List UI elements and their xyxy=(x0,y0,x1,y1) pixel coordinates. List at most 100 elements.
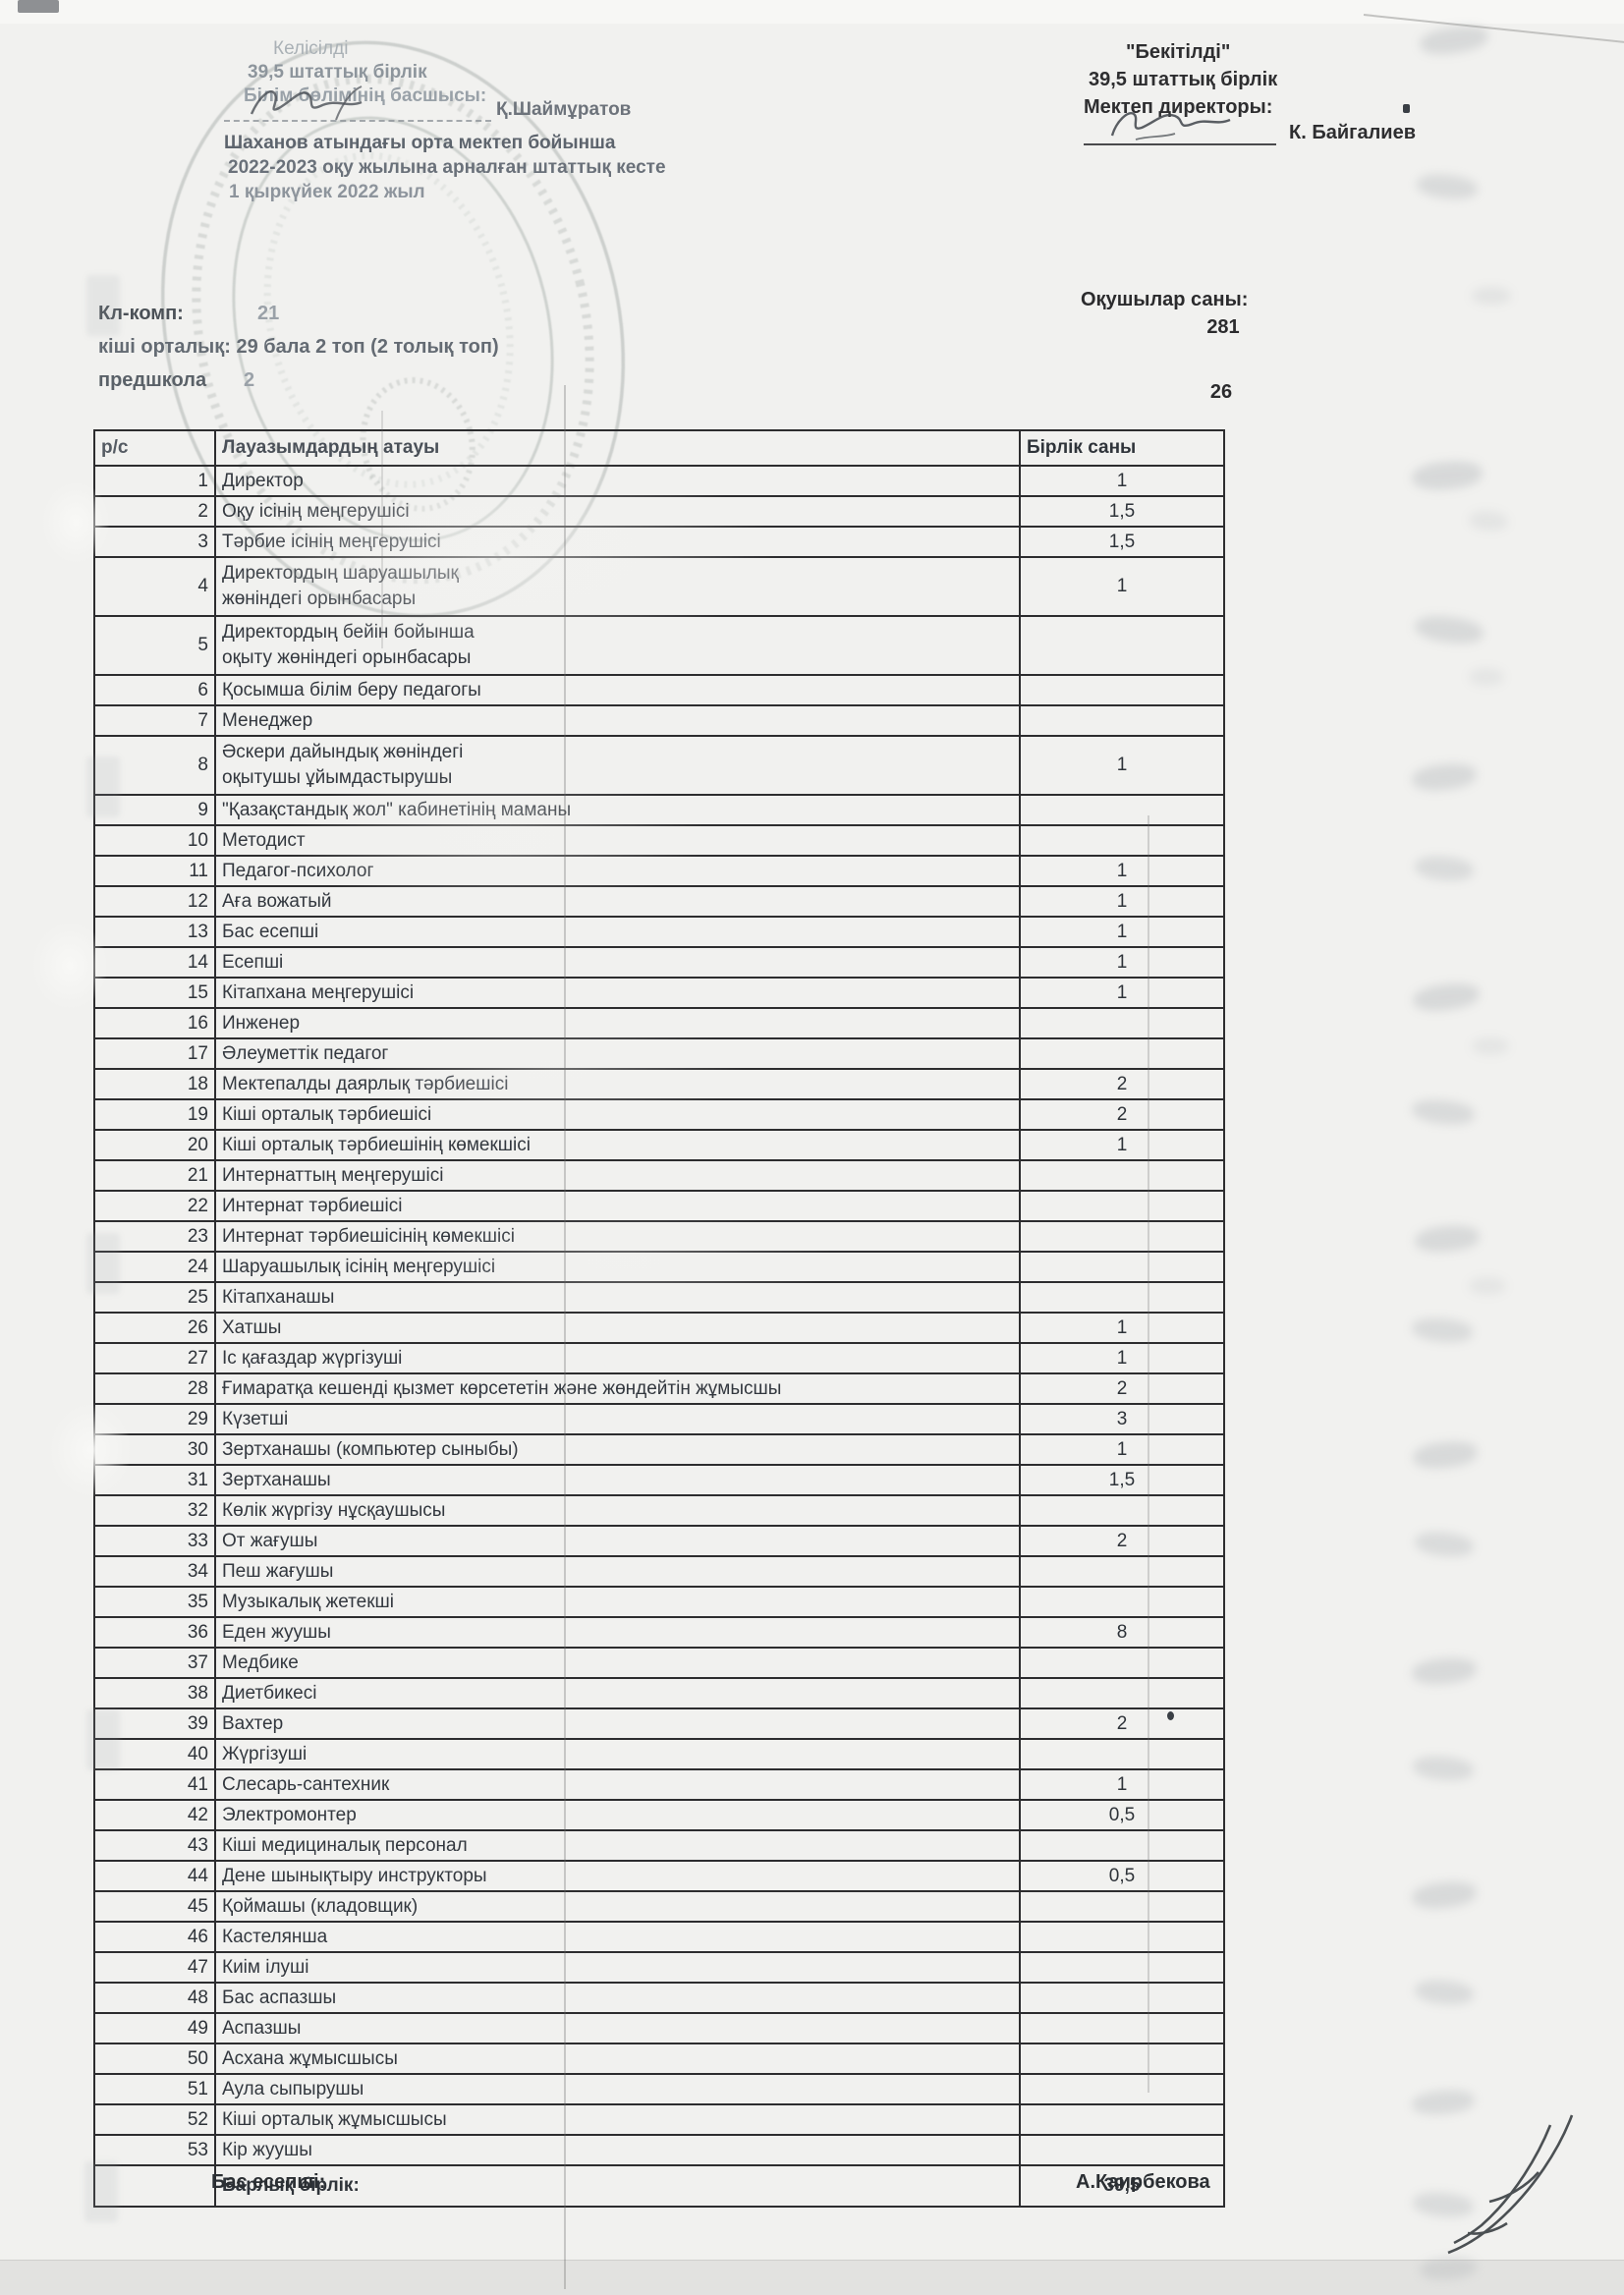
units-count xyxy=(1019,1007,1225,1039)
row-number: 4 xyxy=(93,556,216,617)
scan-bottom-edge xyxy=(0,2260,1624,2295)
units-count xyxy=(1019,1494,1225,1527)
table-row: 29 Күзетші 3 xyxy=(93,1403,1225,1435)
table-row: 14 Есепші 1 xyxy=(93,946,1225,979)
position-name: Интернаттың меңгерушісі xyxy=(214,1159,1021,1192)
units-count xyxy=(1019,1037,1225,1070)
position-name: Бас аспазшы xyxy=(214,1982,1021,2014)
row-number: 36 xyxy=(93,1616,216,1649)
position-name: Инженер xyxy=(214,1007,1021,1039)
units-count xyxy=(1019,1982,1225,2014)
row-number: 23 xyxy=(93,1220,216,1253)
position-name: Қоймашы (кладовщик) xyxy=(214,1890,1021,1923)
scan-margin-mark xyxy=(86,756,120,817)
position-name: Есепші xyxy=(214,946,1021,979)
signature-scribble-bottom xyxy=(1447,2114,1574,2255)
position-name: "Қазақстандық жол" кабинетінің маманы xyxy=(214,794,1021,826)
table-row: 25 Кітапханашы xyxy=(93,1281,1225,1314)
row-number: 45 xyxy=(93,1890,216,1923)
row-number: 6 xyxy=(93,674,216,706)
units-count xyxy=(1019,2134,1225,2166)
students-count-value: 281 xyxy=(1206,316,1240,338)
units-count xyxy=(1019,1738,1225,1770)
row-number: 1 xyxy=(93,465,216,497)
approved-units: 39,5 штаттық бірлік xyxy=(1089,69,1278,90)
document-title-line3: 1 қыркүйек 2022 жыл xyxy=(229,182,425,202)
staffing-table: р/с Лауазымдардың атауы Бірлік саны 1 Ди… xyxy=(93,429,1225,2208)
units-count xyxy=(1019,704,1225,737)
position-name: Кіші орталық жұмысшысы xyxy=(214,2103,1021,2136)
scan-smudge xyxy=(1414,854,1475,883)
ink-speck xyxy=(1403,104,1410,113)
table-row: 41 Слесарь-сантехник 1 xyxy=(93,1768,1225,1801)
row-number: 13 xyxy=(93,916,216,948)
table-row: 53 Кір жуушы xyxy=(93,2134,1225,2166)
position-name: Кір жуушы xyxy=(214,2134,1021,2166)
position-name: Бас есепші xyxy=(214,916,1021,948)
col-header-units: Бірлік саны xyxy=(1019,429,1225,467)
ink-speck xyxy=(1167,1711,1174,1720)
agreed-units: 39,5 штаттық бірлік xyxy=(248,62,427,83)
table-row: 43 Кіші медициналық персонал xyxy=(93,1829,1225,1862)
table-row: 48 Бас аспазшы xyxy=(93,1982,1225,2014)
position-name: Тәрбие ісінің меңгерушісі xyxy=(214,526,1021,558)
units-count: 0,5 xyxy=(1019,1799,1225,1831)
row-number: 38 xyxy=(93,1677,216,1709)
scan-margin-mark xyxy=(86,1709,120,1770)
row-number: 16 xyxy=(93,1007,216,1039)
row-number: 48 xyxy=(93,1982,216,2014)
table-row: 36 Еден жуушы 8 xyxy=(93,1616,1225,1649)
position-name: Директордың шаруашылық жөніндегі орынбас… xyxy=(214,556,1021,617)
units-count xyxy=(1019,1220,1225,1253)
units-count xyxy=(1019,1921,1225,1953)
units-count: 1 xyxy=(1019,946,1225,979)
position-name: Кіші орталық тәрбиешісі xyxy=(214,1098,1021,1131)
position-name: Аға вожатый xyxy=(214,885,1021,918)
table-row: 16 Инженер xyxy=(93,1007,1225,1039)
units-count: 2 xyxy=(1019,1707,1225,1740)
row-number: 2 xyxy=(93,495,216,528)
position-name: Интернат тәрбиешісінің көмекшісі xyxy=(214,1220,1021,1253)
table-row: 26 Хатшы 1 xyxy=(93,1312,1225,1344)
table-row: 49 Аспазшы xyxy=(93,2012,1225,2044)
table-row: 1 Директор 1 xyxy=(93,465,1225,497)
scan-smudge xyxy=(1418,23,1490,58)
preschool-value: 2 xyxy=(244,369,255,391)
position-name: Кастелянша xyxy=(214,1921,1021,1953)
table-row: 37 Медбике xyxy=(93,1647,1225,1679)
position-name: Аула сыпырушы xyxy=(214,2073,1021,2105)
units-count: 2 xyxy=(1019,1525,1225,1557)
position-name: Көлік жүргізу нұсқаушысы xyxy=(214,1494,1021,1527)
table-row: 23 Интернат тәрбиешісінің көмекшісі xyxy=(93,1220,1225,1253)
table-row: 21 Интернаттың меңгерушісі xyxy=(93,1159,1225,1192)
units-count: 1 xyxy=(1019,977,1225,1009)
scan-smudge xyxy=(1410,458,1484,493)
document-title-line1: Шаханов атындағы орта мектеп бойынша xyxy=(224,133,616,153)
units-count: 1 xyxy=(1019,1312,1225,1344)
hole-punch-mark xyxy=(41,481,110,564)
row-number: 53 xyxy=(93,2134,216,2166)
table-row: 15 Кітапхана меңгерушісі 1 xyxy=(93,977,1225,1009)
units-count: 2 xyxy=(1019,1098,1225,1131)
table-row: 51 Аула сыпырушы xyxy=(93,2073,1225,2105)
row-number: 17 xyxy=(93,1037,216,1070)
scan-smudge xyxy=(1410,760,1479,794)
table-row: 17 Әлеуметтік педагог xyxy=(93,1037,1225,1070)
document-title-line2: 2022-2023 оқу жылына арналған штаттық ке… xyxy=(228,157,666,178)
position-name: Әскери дайындық жөніндегі оқытушы ұйымда… xyxy=(214,735,1021,796)
signature-line-left xyxy=(224,102,491,122)
table-row: 42 Электромонтер 0,5 xyxy=(93,1799,1225,1831)
position-name: Іс қағаздар жүргізуші xyxy=(214,1342,1021,1374)
scan-smudge xyxy=(1469,1277,1506,1295)
table-row: 5 Директордың бейін бойынша оқыту жөнінд… xyxy=(93,615,1225,676)
approved-label: "Бекітілді" xyxy=(1126,41,1231,63)
row-number: 14 xyxy=(93,946,216,979)
row-number: 33 xyxy=(93,1525,216,1557)
position-name: Хатшы xyxy=(214,1312,1021,1344)
row-number: 43 xyxy=(93,1829,216,1862)
row-number: 37 xyxy=(93,1647,216,1679)
position-name: Музыкалық жетекші xyxy=(214,1586,1021,1618)
units-count xyxy=(1019,1677,1225,1709)
units-count xyxy=(1019,1829,1225,1862)
scan-smudge xyxy=(1415,171,1480,202)
